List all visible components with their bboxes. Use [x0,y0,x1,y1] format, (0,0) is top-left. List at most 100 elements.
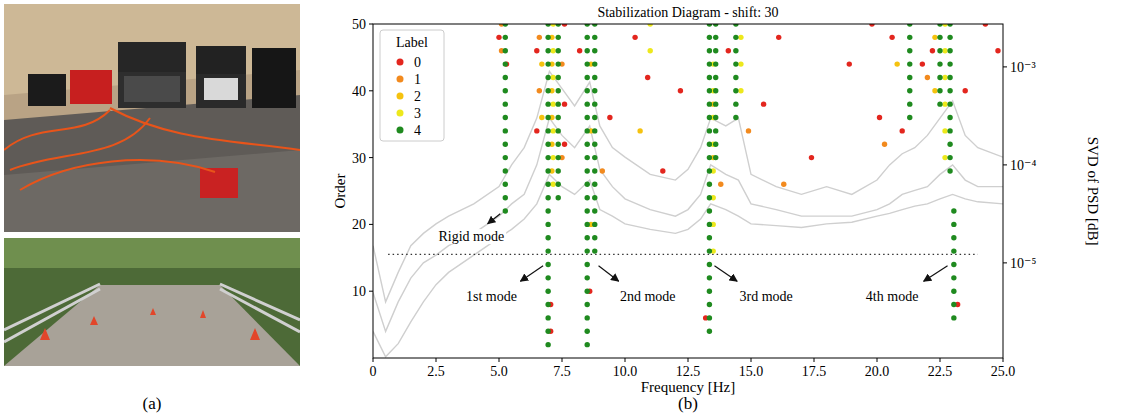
annotation-arrow [520,266,543,281]
greenery [4,238,300,366]
pole [707,48,712,53]
pole [947,155,952,160]
pole [503,195,508,200]
annotation-arrow [714,266,737,281]
pole [713,75,718,80]
pole [556,195,561,200]
pole [713,48,718,53]
pole [585,101,590,106]
pole [951,248,956,253]
pole [503,61,508,66]
pole [585,315,590,320]
pole [545,275,550,280]
pole [545,115,550,120]
pole [592,35,597,40]
pole [592,195,597,200]
pole [707,195,712,200]
annotations: Rigid mode1st mode2nd mode3rd mode4th mo… [436,214,947,305]
pole [545,235,550,240]
x-tick-label: 25.0 [991,364,1016,379]
pole [550,155,555,160]
pole [503,75,508,80]
legend-marker [397,93,404,100]
pole [592,208,597,213]
pole [937,35,942,40]
pole [733,88,738,93]
x-tick-label: 15.0 [739,364,764,379]
cables [4,108,300,190]
psd-line [373,71,1003,302]
road [4,285,300,366]
ground [4,4,300,232]
pole [585,342,590,347]
pole [545,248,550,253]
pole [545,75,550,80]
pole [707,115,712,120]
pole [907,35,912,40]
pole [545,329,550,334]
pole [503,48,508,53]
pole [951,262,956,267]
pole [585,289,590,294]
legend-label: 1 [414,72,421,87]
pole [713,35,718,40]
pole [907,75,912,80]
y-tick [369,24,373,25]
pole [707,262,712,267]
annotation-patch [464,289,519,304]
legend-marker [397,76,404,83]
pole [951,235,956,240]
pole [592,235,597,240]
pole [545,182,550,187]
pole [932,35,937,40]
pole [707,75,712,80]
pole [592,48,597,53]
y-tick [369,291,373,292]
pole [713,115,718,120]
x-tick [436,358,437,362]
x-tick [625,358,626,362]
pole [951,302,956,307]
pole [562,142,567,147]
annotation: 3rd mode [739,289,792,304]
pole [882,142,887,147]
pole [577,48,582,53]
pole [550,101,555,106]
pole [545,61,550,66]
pole [738,35,743,40]
pole [648,48,653,53]
pole [809,155,814,160]
pole [562,101,567,106]
annotation: 2nd mode [620,289,676,304]
pole [942,48,947,53]
pole [545,262,550,267]
cones [40,308,260,340]
panel-label: (b) [678,394,698,413]
pole [707,289,712,294]
pole [733,75,738,80]
pole [585,329,590,334]
pole [592,222,597,227]
pole [707,35,712,40]
pole [776,35,781,40]
pole [707,168,712,173]
pole [503,88,508,93]
pole [545,315,550,320]
annotation: 4th mode [866,289,919,304]
pole [746,128,751,133]
pole [585,275,590,280]
legend-label: 4 [414,123,421,138]
pole [907,101,912,106]
pole [592,88,597,93]
pole [545,35,550,40]
legend-marker [397,110,404,117]
pole [585,128,590,133]
pole [545,88,550,93]
pole [585,302,590,307]
panel-label: (a) [143,394,162,413]
pole [585,168,590,173]
pole [545,208,550,213]
pole [678,88,683,93]
pole [761,101,766,106]
x-tick [814,358,815,362]
